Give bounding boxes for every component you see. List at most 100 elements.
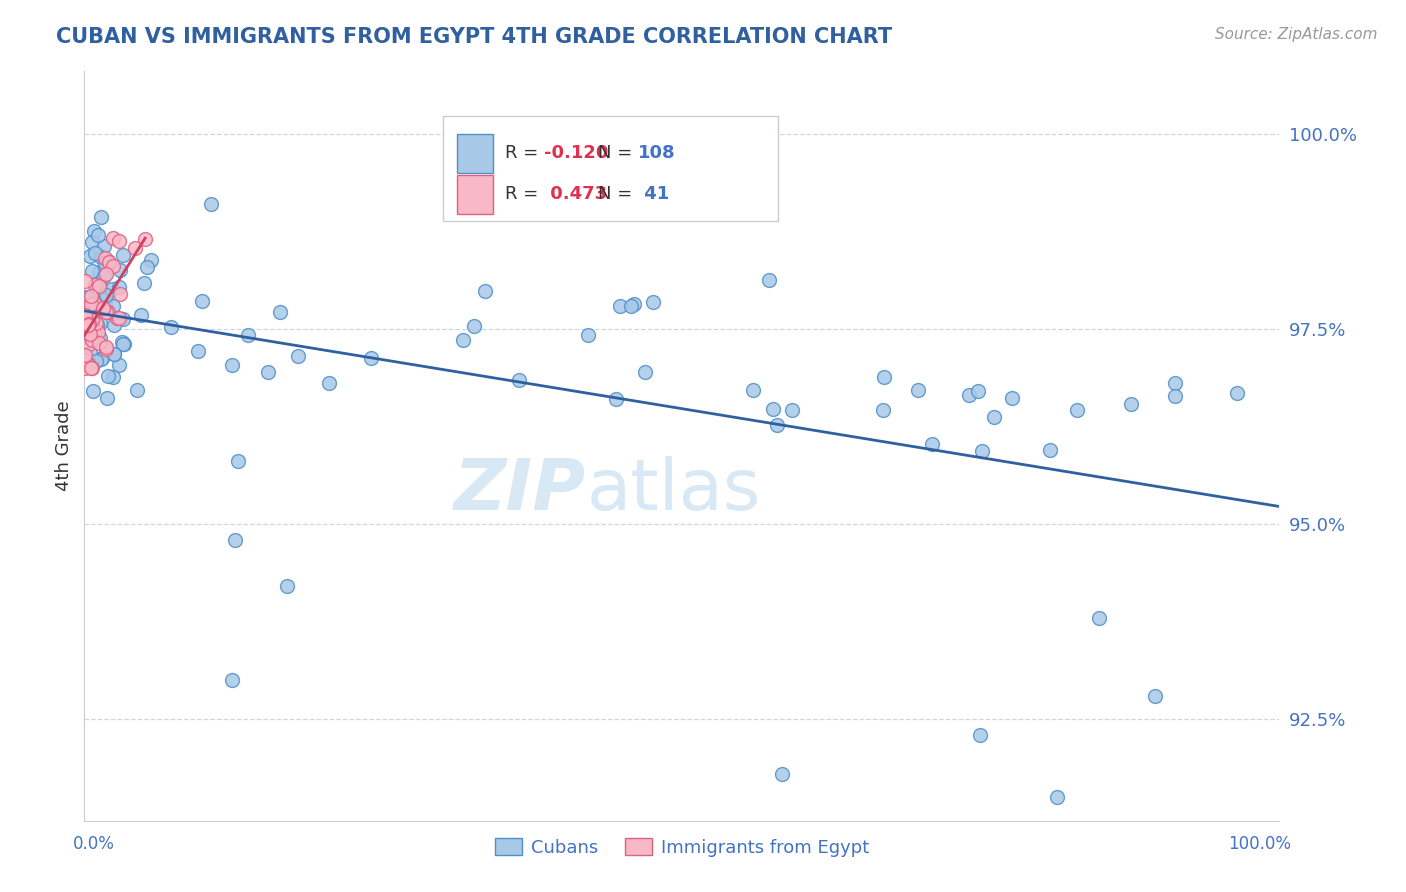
- Point: [129, 309, 152, 323]
- Point: [86, 297, 108, 311]
- Point: [1088, 611, 1111, 625]
- Point: [1046, 790, 1069, 805]
- Point: [97, 369, 120, 384]
- Point: [103, 259, 125, 273]
- Point: [82, 264, 104, 278]
- Point: [94, 251, 117, 265]
- Point: [96, 301, 118, 316]
- Point: [463, 319, 485, 334]
- FancyBboxPatch shape: [457, 134, 494, 172]
- Point: [84, 278, 107, 293]
- Point: [101, 282, 124, 296]
- Point: [84, 329, 107, 343]
- Point: [93, 293, 115, 307]
- Point: [921, 437, 943, 451]
- Point: [90, 351, 112, 366]
- Point: [83, 326, 105, 341]
- Point: [83, 224, 105, 238]
- Point: [82, 384, 104, 398]
- Point: [105, 311, 128, 326]
- FancyBboxPatch shape: [443, 116, 778, 221]
- Point: [82, 333, 104, 347]
- Point: [135, 260, 157, 274]
- Point: [770, 767, 793, 781]
- Point: [125, 383, 148, 397]
- Point: [474, 285, 496, 299]
- Point: [79, 297, 101, 311]
- Point: [634, 365, 657, 379]
- Point: [80, 235, 103, 249]
- Point: [236, 328, 259, 343]
- Point: [187, 343, 209, 358]
- Point: [257, 365, 280, 379]
- Point: [907, 383, 929, 397]
- Text: atlas: atlas: [586, 457, 761, 525]
- Point: [97, 254, 120, 268]
- Point: [77, 318, 100, 332]
- Point: [90, 266, 112, 280]
- Point: [76, 330, 98, 344]
- Point: [103, 347, 125, 361]
- Point: [758, 272, 780, 286]
- Point: [609, 300, 631, 314]
- Point: [94, 341, 117, 355]
- Point: [103, 318, 125, 333]
- Point: [83, 313, 105, 327]
- Point: [96, 255, 118, 269]
- Point: [111, 334, 134, 349]
- Point: [762, 401, 785, 416]
- Point: [77, 317, 100, 331]
- Point: [576, 328, 599, 343]
- Text: 0.473: 0.473: [544, 186, 607, 203]
- Point: [1119, 397, 1142, 411]
- Point: [108, 358, 131, 372]
- Point: [93, 239, 115, 253]
- Text: 108: 108: [638, 144, 675, 162]
- Point: [107, 234, 129, 248]
- Point: [90, 251, 112, 265]
- Point: [101, 299, 124, 313]
- Point: [765, 418, 787, 433]
- Point: [983, 410, 1005, 425]
- Point: [287, 349, 309, 363]
- Point: [134, 232, 156, 246]
- Point: [90, 292, 112, 306]
- Text: ZIP: ZIP: [454, 457, 586, 525]
- Text: N =: N =: [599, 186, 638, 203]
- Point: [200, 197, 222, 211]
- Point: [90, 351, 112, 366]
- Point: [1039, 443, 1062, 458]
- Point: [77, 357, 100, 371]
- Point: [75, 309, 97, 323]
- Point: [87, 228, 110, 243]
- Text: R =: R =: [505, 186, 544, 203]
- Point: [1226, 386, 1249, 401]
- Point: [360, 351, 382, 365]
- Point: [623, 296, 645, 310]
- Point: [957, 387, 980, 401]
- Point: [318, 376, 340, 390]
- Point: [79, 288, 101, 302]
- Point: [101, 369, 124, 384]
- Point: [134, 276, 156, 290]
- Text: 100.0%: 100.0%: [1229, 835, 1292, 853]
- Point: [97, 305, 120, 319]
- Point: [1144, 689, 1167, 703]
- Point: [86, 318, 108, 332]
- Point: [90, 211, 112, 225]
- Legend: Cubans, Immigrants from Egypt: Cubans, Immigrants from Egypt: [488, 830, 876, 864]
- Point: [84, 246, 107, 260]
- Point: [1066, 403, 1088, 417]
- Point: [276, 579, 298, 593]
- Point: [80, 360, 103, 375]
- Point: [159, 319, 181, 334]
- Point: [1001, 391, 1024, 405]
- Text: N =: N =: [599, 144, 638, 162]
- Point: [87, 325, 110, 339]
- Point: [73, 274, 96, 288]
- Point: [111, 247, 134, 261]
- Point: [93, 269, 115, 284]
- Point: [111, 337, 134, 351]
- Point: [112, 311, 135, 326]
- Point: [780, 403, 803, 417]
